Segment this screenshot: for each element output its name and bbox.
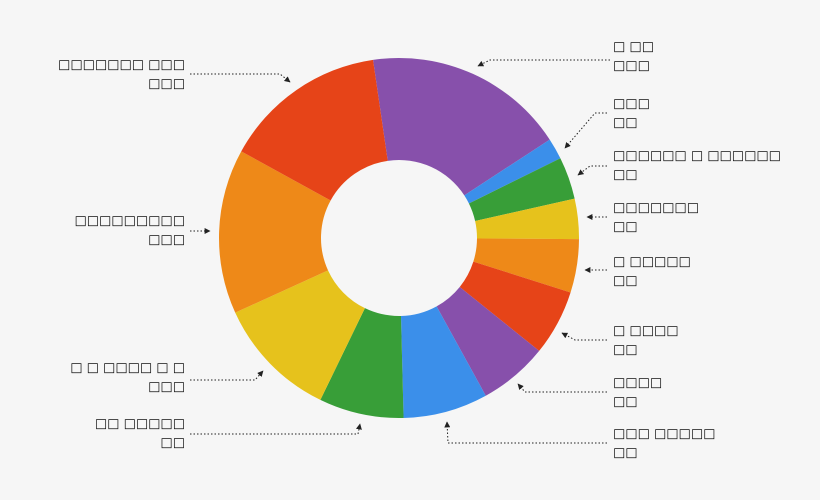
leader-line [561, 332, 607, 341]
slice-label: □ □□□□□ [613, 255, 691, 270]
slice-label: □□□□□□□ □□□ [58, 58, 185, 73]
slice-detail: □□ [160, 436, 185, 451]
donut-slice [373, 58, 550, 196]
leader-line [517, 383, 607, 393]
donut-slice [219, 151, 331, 313]
slice-label: □□□□ [613, 376, 662, 391]
donut-slice [436, 286, 540, 396]
slice-label: □□□ □□□□□ [613, 427, 715, 442]
donut-slice [241, 59, 388, 201]
slice-label: □ □□ [613, 40, 654, 55]
leader-line [477, 59, 610, 67]
donut-slice [473, 238, 579, 293]
slice-detail: □□ [613, 395, 638, 410]
slice-detail: □□ [613, 220, 638, 235]
leader-line [190, 73, 291, 83]
leader-line [577, 165, 607, 176]
donut-slice [464, 139, 561, 204]
slice-detail: □□□ [148, 380, 185, 395]
leader-line [190, 370, 264, 381]
slice-detail: □□□ [613, 59, 650, 74]
slice-label: □□□□□□ □ □□□□□□ [613, 149, 781, 164]
donut-slice [475, 198, 579, 240]
slice-label: □□□ [613, 97, 650, 112]
donut-slice [400, 306, 486, 418]
slice-detail: □□ [613, 274, 638, 289]
slice-detail: □□□ [148, 77, 185, 92]
slice-detail: □□ [613, 168, 638, 183]
slice-label: □□□□□□□ [613, 201, 699, 216]
leader-line [190, 423, 362, 435]
slice-detail: □□ [613, 343, 638, 358]
slice-label: □□ □□□□□ [95, 417, 185, 432]
slice-detail: □□ [613, 116, 638, 131]
donut-slice [320, 308, 404, 418]
leader-line [564, 112, 607, 149]
slice-label: □ □□□□ [613, 324, 679, 339]
slice-detail: □□ [613, 446, 638, 461]
donut-slice [459, 261, 571, 351]
donut-slice [235, 270, 365, 400]
slice-detail: □□□ [148, 233, 185, 248]
leader-line [444, 421, 607, 444]
slice-label: □□□□□□□□□ [74, 214, 185, 229]
donut-slice [468, 158, 575, 221]
slice-label: □ □ □□□□ □ □ [70, 361, 185, 376]
